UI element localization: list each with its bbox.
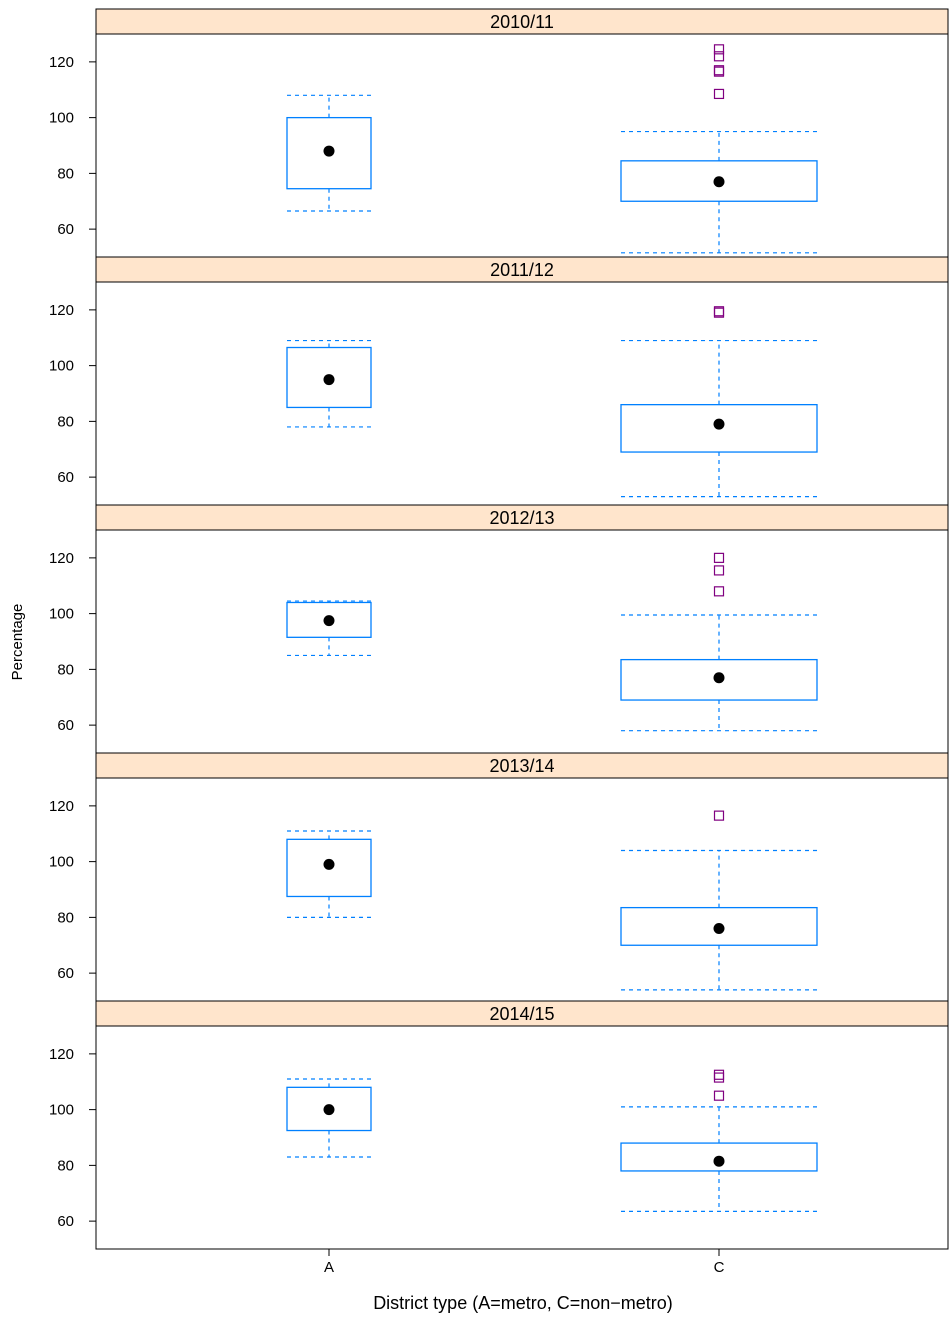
panel-2011-12: 2011/12 60 80 100 120: [49, 256, 949, 506]
iqr-box: [286, 346, 372, 409]
y-tick-label: 80: [57, 909, 74, 926]
x-tick-label: A: [324, 1259, 334, 1276]
box-C: [620, 810, 818, 991]
outlier-point: [713, 306, 725, 317]
panels-layer: 2010/1160801001202011/1260801001202012/1…: [49, 8, 949, 1250]
outlier-point: [713, 1072, 725, 1083]
panel-strip: [95, 256, 949, 283]
outlier-point: [713, 586, 725, 597]
y-tick-label: 60: [57, 717, 74, 734]
median-dot: [713, 1155, 725, 1167]
y-tick-label: 60: [57, 469, 74, 486]
panel-2010-11: 2010/11 60 80 100 120: [49, 8, 949, 258]
outlier-point: [713, 810, 725, 821]
iqr-box: [620, 658, 818, 701]
y-tick-label: 120: [49, 54, 74, 71]
box-C: [620, 44, 818, 254]
median-dot: [713, 176, 725, 188]
panel-strip-label: 2013/14: [489, 756, 554, 776]
panel-frame: [95, 777, 949, 1002]
outlier-point: [713, 51, 725, 62]
y-tick-label: 120: [49, 798, 74, 815]
panel-frame: [95, 281, 949, 506]
median-dot: [323, 1104, 335, 1116]
box-A: [286, 94, 372, 212]
box-C: [620, 306, 818, 498]
y-tick-label: 100: [49, 358, 74, 375]
x-tick-label: C: [714, 1259, 725, 1276]
median-dot: [323, 858, 335, 870]
iqr-box: [620, 906, 818, 946]
panel-strip-label: 2010/11: [490, 12, 554, 32]
iqr-box: [286, 838, 372, 898]
outlier-point: [713, 65, 725, 76]
iqr-box: [620, 403, 818, 453]
y-tick-label: 80: [57, 661, 74, 678]
median-dot: [323, 615, 335, 627]
panel-strip: [95, 504, 949, 531]
y-axis-title: Percentage: [9, 604, 26, 681]
panel-strip-label: 2014/15: [489, 1004, 554, 1024]
iqr-box: [286, 116, 372, 190]
panel-frame: [95, 33, 949, 258]
iqr-box: [286, 1086, 372, 1132]
panel-frame: [95, 529, 949, 754]
outlier-point: [713, 565, 725, 576]
iqr-box: [620, 1142, 818, 1172]
panel-strip: [95, 752, 949, 779]
outlier-point: [713, 1090, 725, 1101]
median-dot: [713, 923, 725, 935]
y-tick-label: 60: [57, 221, 74, 238]
median-dot: [323, 145, 335, 157]
panel-frame: [95, 1025, 949, 1250]
box-C: [620, 552, 818, 732]
panel-strip: [95, 8, 949, 35]
panel-2012-13: 2012/13 60 80 100 120: [49, 504, 949, 754]
outlier-point: [713, 44, 725, 55]
y-tick-label: 120: [49, 302, 74, 319]
panel-2014-15: 2014/15 60 80 100 120: [49, 1000, 949, 1250]
iqr-box: [286, 601, 372, 638]
y-tick-label: 120: [49, 1046, 74, 1063]
panel-2013-14: 2013/14 60 80 100 120: [49, 752, 949, 1002]
box-C: [620, 1069, 818, 1212]
y-tick-label: 60: [57, 1213, 74, 1230]
panel-strip-label: 2012/13: [489, 508, 554, 528]
iqr-box: [620, 160, 818, 202]
outlier-point: [713, 1069, 725, 1080]
outlier-point: [713, 552, 725, 563]
y-tick-label: 80: [57, 413, 74, 430]
median-dot: [323, 374, 335, 386]
x-axis-title: District type (A=metro, C=non−metro): [373, 1293, 673, 1313]
y-tick-label: 80: [57, 1157, 74, 1174]
y-tick-label: 80: [57, 165, 74, 182]
y-tick-label: 120: [49, 550, 74, 567]
y-tick-label: 100: [49, 854, 74, 871]
y-tick-label: 100: [49, 110, 74, 127]
outlier-point: [713, 88, 725, 100]
box-A: [286, 1078, 372, 1158]
panel-strip-label: 2011/12: [490, 260, 554, 280]
panel-strip: [95, 1000, 949, 1027]
y-tick-label: 100: [49, 1102, 74, 1119]
box-A: [286, 600, 372, 657]
box-A: [286, 830, 372, 918]
y-tick-label: 60: [57, 965, 74, 982]
median-dot: [713, 418, 725, 430]
box-A: [286, 339, 372, 428]
y-tick-label: 100: [49, 606, 74, 623]
median-dot: [713, 672, 725, 684]
